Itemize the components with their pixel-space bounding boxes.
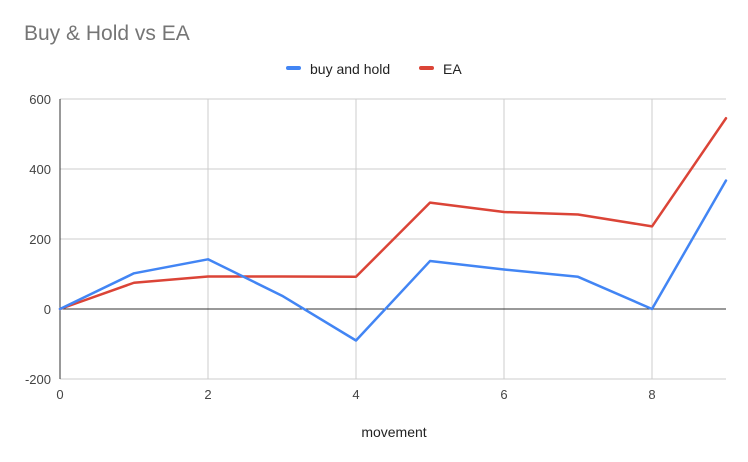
x-tick-label: 4 — [352, 387, 359, 402]
series-layer — [58, 117, 728, 342]
legend-label-ea: EA — [443, 61, 462, 77]
y-tick-label: -200 — [25, 372, 51, 387]
y-axis-ticks: 600 400 200 0 -200 — [25, 92, 51, 387]
x-tick-label: 6 — [500, 387, 507, 402]
legend-swatch-ea — [419, 66, 434, 70]
series-line-buy-and-hold — [58, 179, 728, 342]
legend-label-buy-and-hold: buy and hold — [310, 61, 390, 77]
x-tick-label: 8 — [648, 387, 655, 402]
legend-swatch-buy-and-hold — [286, 66, 301, 70]
y-tick-label: 600 — [29, 92, 51, 107]
x-tick-label: 2 — [204, 387, 211, 402]
y-tick-label: 0 — [44, 302, 51, 317]
x-tick-label: 0 — [56, 387, 63, 402]
legend: buy and hold EA — [286, 61, 462, 77]
series-line-ea — [58, 117, 728, 311]
y-tick-label: 200 — [29, 232, 51, 247]
chart-title: Buy & Hold vs EA — [24, 22, 190, 45]
x-axis-label: movement — [361, 424, 426, 440]
y-tick-label: 400 — [29, 162, 51, 177]
x-axis-ticks: 0 2 4 6 8 — [56, 387, 655, 402]
